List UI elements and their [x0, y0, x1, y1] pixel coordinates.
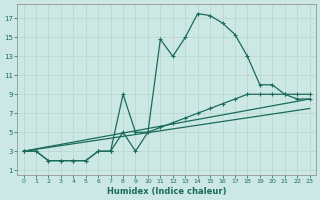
X-axis label: Humidex (Indice chaleur): Humidex (Indice chaleur) — [107, 187, 226, 196]
